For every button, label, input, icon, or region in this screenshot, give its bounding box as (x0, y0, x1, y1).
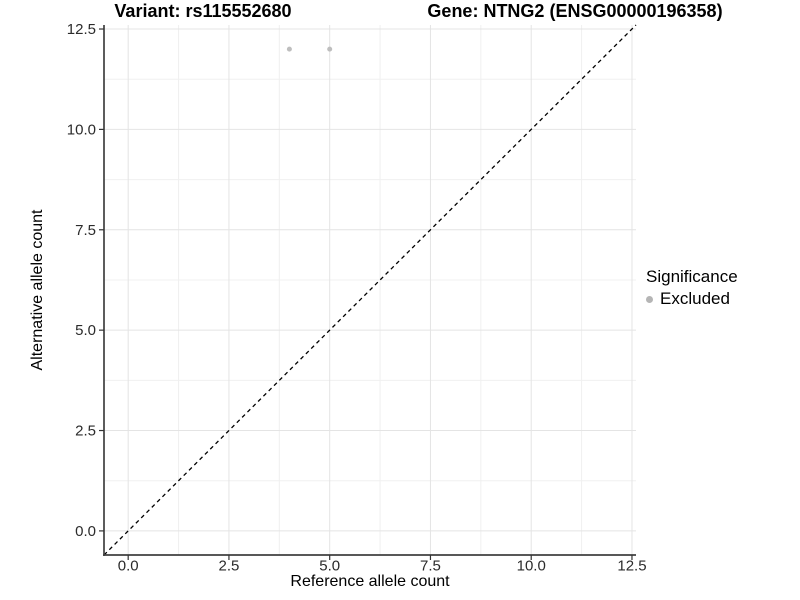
excluded-point-icon (646, 295, 653, 303)
y-tick-label: 5.0 (75, 322, 96, 339)
x-tick-label: 7.5 (420, 558, 441, 575)
legend-entry-label: Excluded (660, 289, 730, 308)
x-tick-label: 0.0 (118, 558, 139, 575)
legend: Significance Excluded (646, 267, 738, 309)
x-tick-label: 5.0 (319, 558, 340, 575)
y-tick-label: 0.0 (75, 523, 96, 540)
x-tick-label: 10.0 (517, 558, 546, 575)
x-axis-label: Reference allele count (290, 573, 450, 590)
y-tick-label: 7.5 (75, 222, 96, 239)
y-tick-label: 2.5 (75, 423, 96, 440)
y-tick-label: 10.0 (67, 121, 96, 138)
identity-reference-line (103, 24, 637, 556)
variant-title: Variant: rs115552680 (114, 1, 292, 21)
x-tick-label: 2.5 (219, 558, 240, 575)
x-tick-label: 12.5 (617, 558, 646, 575)
data-point (327, 46, 333, 52)
gene-title: Gene: NTNG2 (ENSG00000196358) (427, 1, 723, 21)
data-point (286, 46, 292, 52)
y-axis-label: Alternative allele count (29, 209, 46, 371)
legend-entry-excluded: Excluded (646, 289, 738, 309)
y-tick-label: 12.5 (67, 21, 96, 38)
legend-title: Significance (646, 267, 738, 286)
